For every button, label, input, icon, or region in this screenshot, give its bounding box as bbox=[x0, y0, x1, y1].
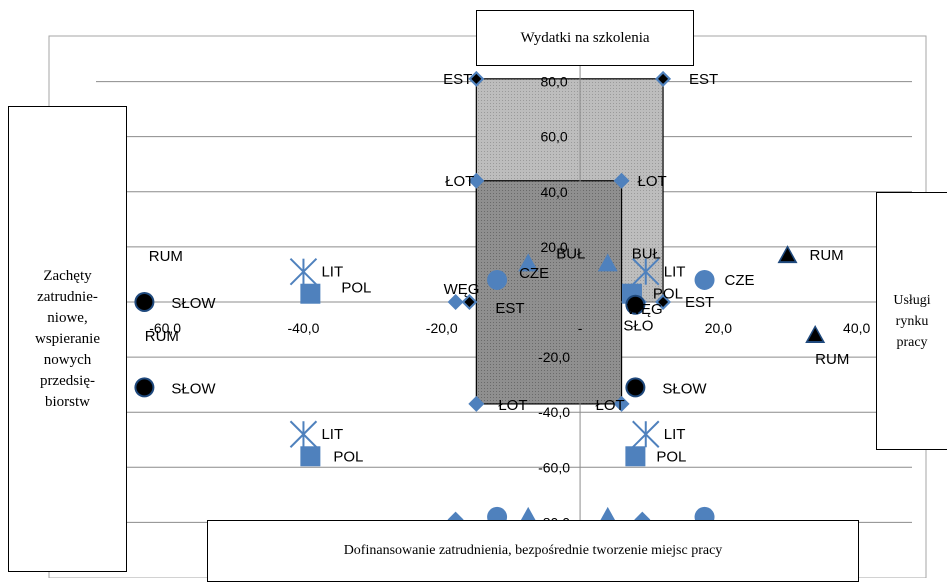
data-point bbox=[658, 296, 669, 307]
data-point bbox=[808, 328, 823, 342]
shaded-region bbox=[475, 180, 623, 405]
quadrant-label-top: Wydatki na szkolenia bbox=[476, 10, 694, 66]
data-point bbox=[468, 395, 485, 412]
point-label: POL bbox=[341, 280, 371, 297]
point-label: BUŁ bbox=[632, 245, 661, 262]
y-tick-label: -40,0 bbox=[538, 404, 570, 420]
data-point bbox=[625, 446, 646, 467]
point-label: RUM bbox=[145, 328, 179, 345]
point-label: ŁOT bbox=[638, 173, 667, 190]
quadrant-label-bottom: Dofinansowanie zatrudnienia, bezpośredni… bbox=[207, 520, 859, 582]
point-label: RUM bbox=[149, 248, 183, 265]
point-label: LIT bbox=[321, 264, 343, 281]
x-tick-label: 40,0 bbox=[843, 320, 870, 336]
data-point bbox=[468, 172, 485, 189]
point-label: POL bbox=[653, 286, 683, 303]
point-label: LIT bbox=[664, 426, 686, 443]
data-point bbox=[613, 395, 630, 412]
point-label: LIT bbox=[664, 264, 686, 281]
point-label: WĘG bbox=[444, 281, 480, 298]
x-tick-label: -40,0 bbox=[287, 320, 319, 336]
point-label: SŁOW bbox=[662, 380, 707, 397]
data-point bbox=[597, 253, 618, 272]
data-point bbox=[136, 379, 153, 396]
data-point bbox=[300, 446, 321, 467]
data-point bbox=[136, 293, 153, 310]
tick-labels: -60,0-40,0-20,0-20,040,0-80,0-60,0-40,0-… bbox=[149, 74, 870, 531]
point-label: SŁOW bbox=[171, 380, 216, 397]
shaded-regions bbox=[475, 78, 664, 405]
point-label: LIT bbox=[321, 426, 343, 443]
data-point bbox=[464, 296, 475, 307]
point-label: SŁO bbox=[623, 318, 653, 335]
x-tick-label: 20,0 bbox=[705, 320, 732, 336]
y-tick-label: 80,0 bbox=[540, 74, 567, 90]
data-point bbox=[518, 253, 539, 272]
point-label: RUM bbox=[815, 351, 849, 368]
x-tick-label: - bbox=[578, 320, 583, 336]
point-label: ŁOT bbox=[498, 397, 527, 414]
x-tick-label: -20,0 bbox=[426, 320, 458, 336]
data-point bbox=[780, 248, 795, 262]
point-label: ŁOT bbox=[445, 173, 474, 190]
point-label: EST bbox=[443, 71, 472, 88]
y-tick-label: 60,0 bbox=[540, 129, 567, 145]
point-label: SŁOW bbox=[171, 295, 216, 312]
point-label: POL bbox=[656, 448, 686, 465]
y-tick-label: -20,0 bbox=[538, 349, 570, 365]
point-label: WĘG bbox=[627, 301, 663, 318]
data-point bbox=[447, 293, 464, 310]
quadrant-label-left: Zachęty zatrudnie- niowe, wspieranie now… bbox=[8, 106, 127, 572]
data-point bbox=[627, 296, 644, 313]
data-point bbox=[300, 283, 321, 304]
quadrant-label-right: Usługi rynku pracy bbox=[876, 192, 947, 450]
data-point bbox=[487, 269, 508, 290]
y-tick-label: 40,0 bbox=[540, 184, 567, 200]
point-label: EST bbox=[495, 300, 524, 317]
y-tick-label: 20,0 bbox=[540, 239, 567, 255]
point-label: EST bbox=[689, 71, 718, 88]
data-point bbox=[627, 379, 644, 396]
x-tick-label: -60,0 bbox=[149, 320, 181, 336]
data-point bbox=[694, 269, 715, 290]
data-point bbox=[658, 73, 669, 84]
point-label: CZE bbox=[519, 265, 549, 282]
y-tick-label: -60,0 bbox=[538, 459, 570, 475]
point-label: BUŁ bbox=[556, 245, 585, 262]
data-point bbox=[471, 73, 482, 84]
data-point bbox=[613, 172, 630, 189]
point-label: CZE bbox=[725, 272, 755, 289]
point-label: EST bbox=[685, 294, 714, 311]
axes bbox=[96, 43, 912, 572]
point-label: POL bbox=[333, 448, 363, 465]
point-label: ŁOT bbox=[596, 397, 625, 414]
point-label: RUM bbox=[810, 247, 844, 264]
